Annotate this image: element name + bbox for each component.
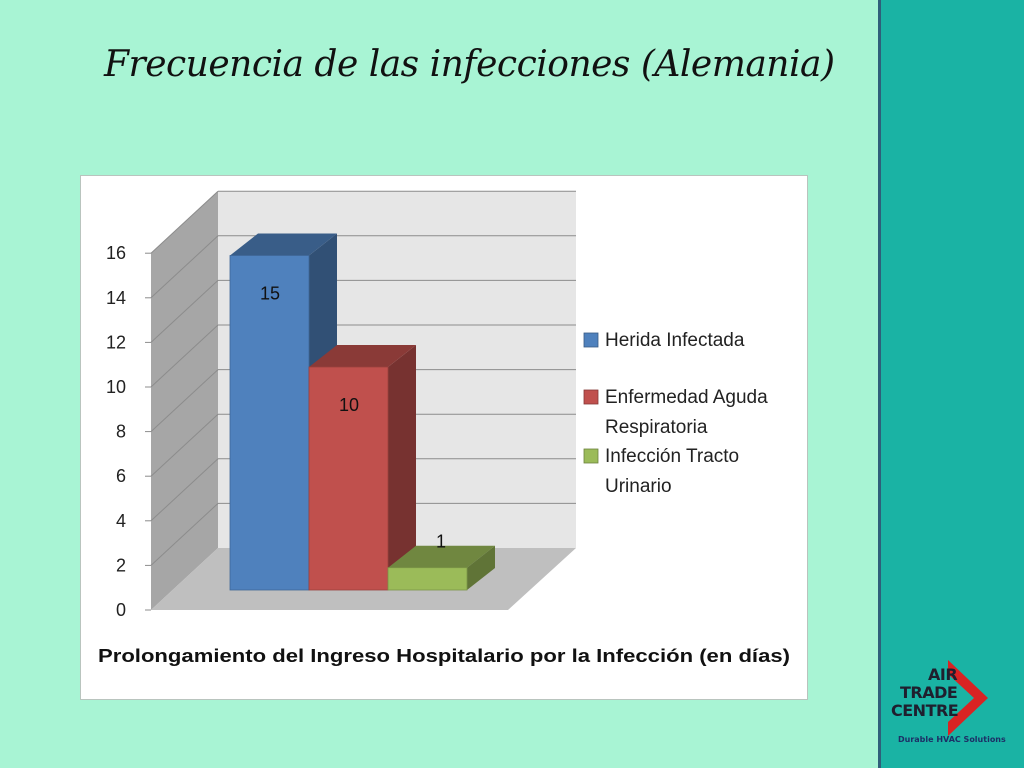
y-tick-label: 10 [106, 377, 126, 397]
bar-top [388, 545, 495, 568]
data-label-2: 10 [339, 395, 359, 415]
gridline-side [150, 503, 219, 566]
gridline-side [150, 280, 219, 343]
legend-label: Urinario [605, 476, 672, 497]
gridline-side [150, 324, 219, 388]
data-label-1: 15 [260, 284, 280, 304]
y-tick-label: 14 [106, 288, 126, 308]
bar-3 [387, 545, 495, 591]
y-tick-label: 16 [106, 243, 126, 263]
y-tick-label: 0 [116, 600, 126, 620]
y-tick-label: 2 [116, 555, 126, 575]
legend-entry-2: Enfermedad Aguda Respiratoria [583, 387, 768, 438]
x-axis-label: Prolongamiento del Ingreso Hospitalario … [98, 646, 790, 666]
legend-swatch [583, 448, 599, 464]
logo-arrow-icon [948, 660, 988, 736]
y-tick-label: 6 [116, 466, 126, 486]
bar-top [230, 233, 337, 256]
gridline-side [150, 413, 219, 477]
gridline-side [150, 458, 219, 522]
air-trade-centre-logo: AIR TRADE CENTRE [886, 656, 996, 748]
slide-title: Frecuencia de las infecciones (Alemania) [104, 44, 835, 85]
bar-2 [308, 345, 416, 591]
bar-side [467, 545, 495, 590]
legend-swatch [583, 389, 599, 405]
logo-word-trade: TRADE [900, 683, 958, 702]
chart: 0 2 4 6 8 10 12 14 16 15 10 1 Herida Infectada Enfe… [98, 190, 790, 666]
gridline-side [150, 235, 219, 299]
legend-label: Infección Tracto [605, 446, 739, 467]
bar-side [388, 345, 416, 590]
bar-front [308, 366, 389, 591]
chart-frame: 0 2 4 6 8 10 12 14 16 15 10 1 Herida Infectada Enfe… [80, 175, 808, 700]
gridline-side [150, 190, 219, 254]
bar-front [229, 255, 310, 591]
bar-top [309, 345, 416, 367]
legend-label: Enfermedad Aguda [605, 387, 768, 408]
legend-entry-3: Infección Tracto Urinario [583, 446, 739, 497]
y-tick-label: 4 [116, 511, 126, 531]
logo-word-air: AIR [928, 665, 958, 684]
data-label-3: 1 [436, 532, 446, 552]
gridline-side [150, 369, 219, 432]
legend-label: Respiratoria [605, 417, 708, 438]
legend-swatch [583, 332, 599, 348]
logo-word-centre: CENTRE [891, 701, 959, 720]
y-tick-label: 12 [106, 332, 126, 352]
y-tick-label: 8 [116, 422, 126, 442]
legend-entry-1: Herida Infectada [583, 330, 745, 351]
logo-tagline: Durable HVAC Solutions [898, 735, 1006, 744]
bar-front [387, 567, 468, 591]
sidebar-panel [878, 0, 1024, 768]
legend-label: Herida Infectada [605, 330, 745, 351]
